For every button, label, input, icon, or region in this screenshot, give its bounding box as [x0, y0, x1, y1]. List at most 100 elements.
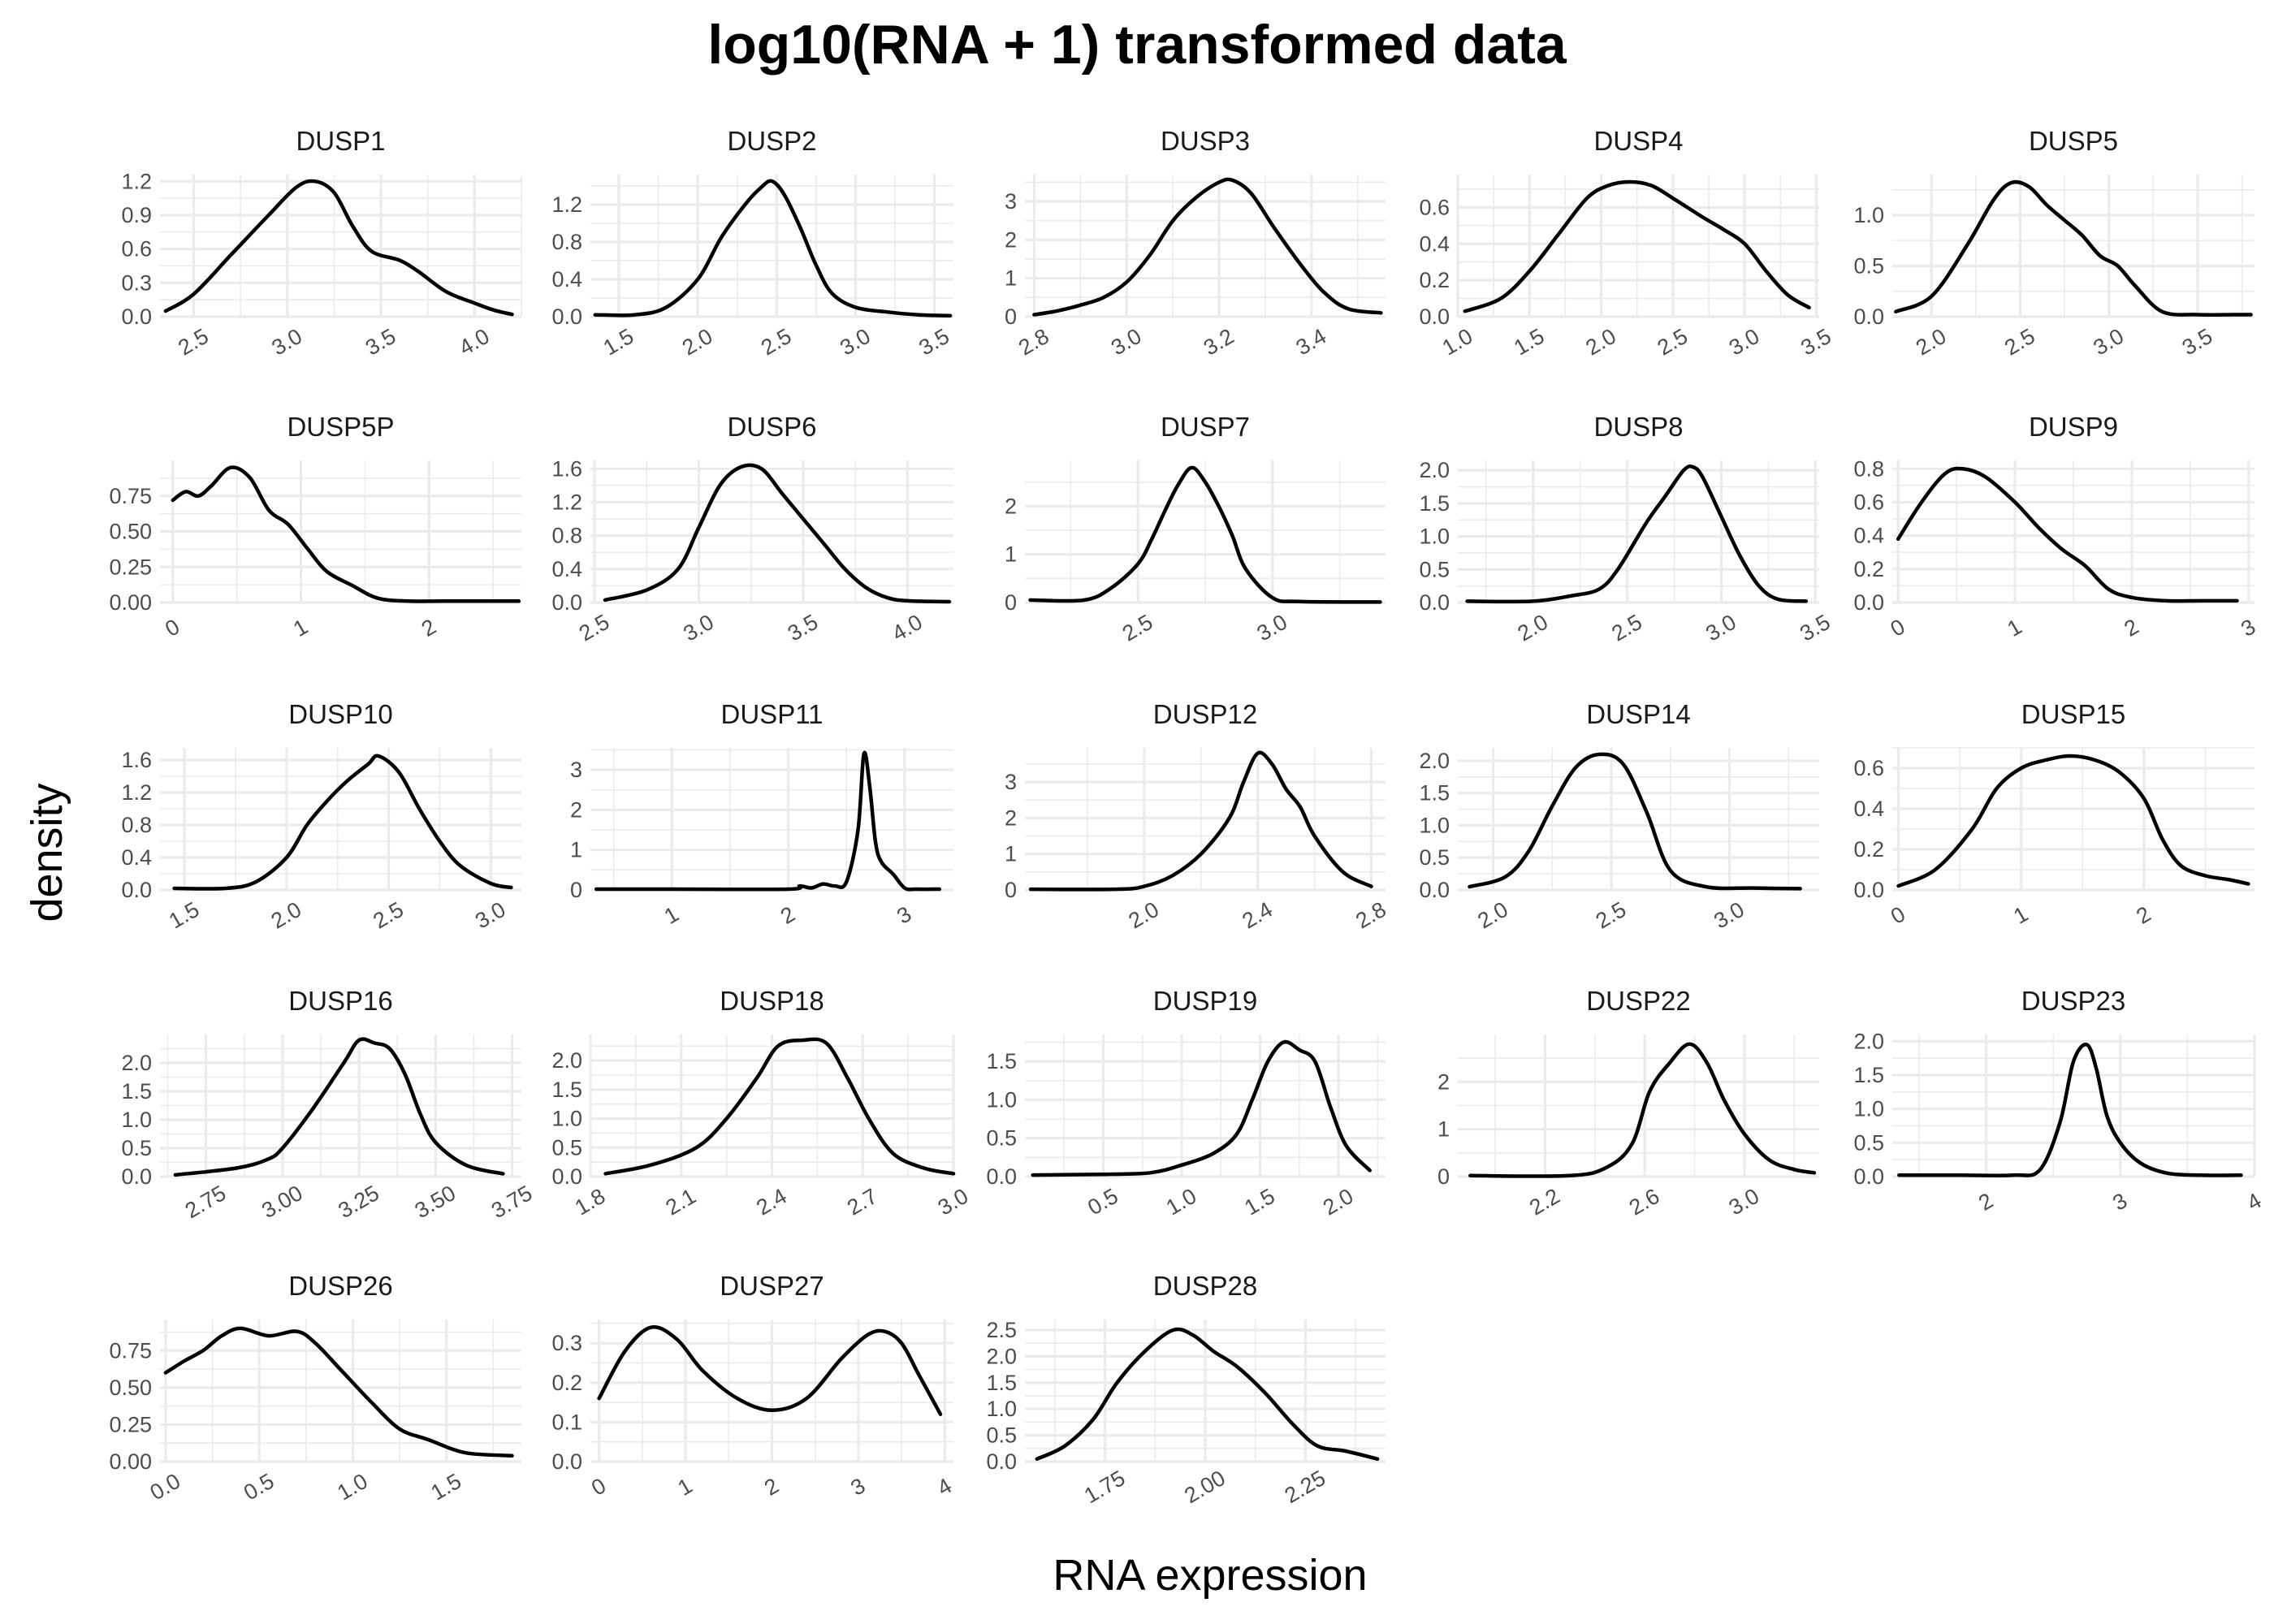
- y-tick-label: 0.0: [1419, 590, 1450, 615]
- y-tick-label: 0.8: [121, 813, 152, 837]
- y-tick-label: 2.0: [551, 1048, 582, 1073]
- panel-dusp11: 1 2 3 0 1 2 3 DUSP11: [570, 699, 953, 929]
- y-tick-label: 0.5: [1853, 254, 1884, 279]
- y-tick-label: 0.4: [551, 267, 582, 292]
- y-tick-label: 0.0: [1419, 878, 1450, 902]
- y-tick-label: 1.0: [1419, 525, 1450, 549]
- facet-title: DUSP7: [1161, 412, 1250, 442]
- y-tick-label: 0: [570, 878, 582, 902]
- facet-title: DUSP3: [1161, 126, 1250, 156]
- x-tick-label: 2.8: [1351, 897, 1390, 934]
- x-tick-label: 3.0: [1710, 897, 1749, 934]
- y-tick-label: 1.5: [551, 1078, 582, 1102]
- y-tick-label: 0.00: [109, 590, 152, 615]
- x-tick-label: 2.0: [1912, 324, 1951, 361]
- x-tick-label: 2.5: [1607, 610, 1646, 646]
- panel-dusp27: 0 1 2 3 4 0.0 0.1 0.2 0.3 DUSP27: [551, 1271, 955, 1501]
- x-tick-label: 2.4: [1238, 897, 1277, 934]
- density-curve-dusp12: [1028, 750, 1373, 892]
- x-tick-label: 2.2: [1525, 1184, 1564, 1220]
- x-tick-label: 3.0: [471, 897, 510, 934]
- x-tick-label: 3: [2237, 614, 2259, 641]
- y-tick-label: 3: [1005, 189, 1017, 214]
- x-tick-label: 1.0: [333, 1469, 372, 1505]
- y-tick-label: 1: [1005, 542, 1017, 567]
- y-tick-label: 0.0: [121, 1164, 152, 1189]
- y-tick-label: 0.8: [1853, 456, 1884, 481]
- x-tick-label: 3.5: [1796, 610, 1835, 646]
- x-tick-label: 2.5: [757, 324, 796, 361]
- y-tick-label: 1: [570, 838, 582, 862]
- x-tick-label: 2.75: [181, 1181, 231, 1223]
- x-tick-label: 3.75: [487, 1181, 537, 1223]
- y-tick-label: 2.0: [121, 1051, 152, 1075]
- panel-dusp18: 1.8 2.1 2.4 2.7 3.0 0.0 0.5 1.0 1.5 2.0 DUSP18: [551, 986, 972, 1220]
- x-tick-label: 1: [289, 614, 312, 641]
- x-tick-label: 2.5: [174, 324, 213, 361]
- panel-dusp15: 0 1 2 0.0 0.2 0.4 0.6 DUSP15: [1853, 699, 2255, 929]
- x-tick-label: 3.0: [1725, 324, 1764, 361]
- y-tick-label: 2: [1005, 494, 1017, 518]
- x-tick-label: 3.0: [1701, 610, 1740, 646]
- panel-dusp5: 2.0 2.5 3.0 3.5 0.0 0.5 1.0 DUSP5: [1853, 126, 2255, 361]
- density-curve-dusp18: [603, 1037, 956, 1176]
- y-tick-label: 0.4: [551, 557, 582, 581]
- y-tick-label: 0.8: [551, 524, 582, 548]
- x-tick-label: 2.0: [1581, 324, 1620, 361]
- x-tick-label: 2.5: [2000, 324, 2039, 361]
- y-tick-label: 2: [570, 797, 582, 822]
- y-tick-label: 1.2: [551, 192, 582, 217]
- facet-title: DUSP12: [1153, 699, 1257, 729]
- facet-title: DUSP11: [721, 699, 824, 729]
- y-tick-label: 0.6: [1853, 490, 1884, 514]
- x-tick-label: 2: [776, 901, 799, 928]
- x-tick-label: 2.5: [369, 897, 408, 934]
- x-tick-label: 3.5: [2178, 324, 2217, 361]
- x-tick-label: 3.4: [1292, 324, 1331, 361]
- x-tick-label: 2.5: [1654, 324, 1693, 361]
- y-tick-label: 0.8: [551, 230, 582, 254]
- density-curve-dusp5p: [171, 465, 521, 603]
- y-tick-label: 0.2: [551, 1371, 582, 1395]
- x-tick-label: 0: [161, 614, 184, 641]
- x-tick-label: 4: [2242, 1188, 2265, 1215]
- y-tick-label: 0.50: [109, 520, 152, 544]
- x-tick-label: 2.0: [1513, 610, 1552, 646]
- y-tick-label: 3: [1005, 770, 1017, 794]
- density-curve-dusp6: [603, 463, 952, 604]
- density-curve-dusp7: [1028, 465, 1382, 604]
- y-tick-label: 0.9: [121, 203, 152, 227]
- y-tick-label: 0.4: [1853, 797, 1884, 821]
- x-tick-label: 1.5: [1240, 1184, 1279, 1220]
- x-tick-label: 1.5: [599, 324, 638, 361]
- y-tick-label: 1.6: [121, 748, 152, 772]
- chart-title: log10(RNA + 1) transformed data: [707, 14, 1567, 76]
- facet-title: DUSP22: [1586, 986, 1690, 1016]
- x-tick-label: 1.0: [1438, 324, 1477, 361]
- x-tick-label: 3.5: [361, 324, 400, 361]
- y-tick-label: 0.5: [121, 1136, 152, 1160]
- density-curve-dusp14: [1468, 752, 1802, 891]
- x-tick-label: 3: [846, 1473, 869, 1500]
- y-tick-label: 1.6: [551, 456, 582, 481]
- x-axis-title: RNA expression: [1053, 1551, 1367, 1600]
- x-tick-label: 0.0: [146, 1469, 185, 1505]
- y-axis-title: density: [23, 783, 71, 922]
- x-tick-label: 3.5: [1796, 324, 1835, 361]
- panel-dusp7: 2.5 3.0 0 1 2 DUSP7: [1005, 412, 1386, 646]
- y-tick-label: 1.2: [551, 490, 582, 514]
- density-curve-dusp27: [597, 1325, 943, 1416]
- y-tick-label: 0.0: [121, 878, 152, 902]
- panel-dusp26: 0.0 0.5 1.0 1.5 0.00 0.25 0.50 0.75 DUSP26: [109, 1271, 521, 1505]
- y-tick-label: 0.0: [1853, 590, 1884, 615]
- panel-dusp3: 2.8 3.0 3.2 3.4 0 1 2 3 DUSP3: [1005, 126, 1386, 361]
- y-tick-label: 0.6: [1419, 195, 1450, 219]
- y-tick-label: 1.0: [1419, 813, 1450, 837]
- y-tick-label: 0.2: [1853, 557, 1884, 581]
- x-tick-label: 2.0: [1125, 897, 1164, 934]
- y-tick-label: 0.6: [121, 237, 152, 261]
- density-curve-dusp26: [163, 1326, 514, 1458]
- density-curve-dusp28: [1035, 1327, 1380, 1462]
- x-tick-label: 1.0: [1162, 1184, 1201, 1220]
- x-tick-label: 2.00: [1180, 1466, 1230, 1508]
